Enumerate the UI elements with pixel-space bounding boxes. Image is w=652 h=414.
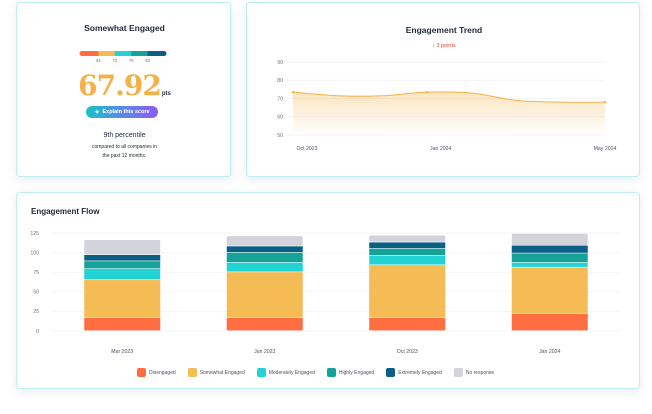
trend-y-tick: 80	[277, 78, 283, 84]
flow-y-tick: 75	[33, 270, 39, 276]
percentile-text: 9th percentile	[103, 132, 146, 139]
flow-bar-segment[interactable]	[226, 236, 303, 246]
flow-x-label: Jan 2024	[539, 349, 560, 355]
scale-cap	[79, 51, 85, 56]
compare-text-line2: the past 12 months.	[102, 153, 147, 159]
trend-change: ↓ 3 points	[247, 43, 641, 49]
flow-card: Engagement Flow 125 100 75 50 25 0 Mar 2023 Jun…	[16, 192, 640, 389]
trend-x-label: Jan 2024	[430, 146, 451, 152]
legend-item[interactable]: Extremely Engaged	[386, 368, 442, 377]
trend-area	[293, 91, 605, 135]
flow-bar-segment[interactable]	[226, 317, 303, 331]
arrow-down-icon: ↓	[432, 43, 435, 49]
trend-x-label: Oct 2023	[296, 146, 317, 152]
scale-segment	[98, 51, 116, 56]
trend-y-tick: 70	[277, 96, 283, 102]
trend-card-title: Engagement Trend	[405, 25, 483, 35]
flow-bar-segment[interactable]	[511, 267, 588, 314]
flow-bar-segment[interactable]	[369, 265, 446, 318]
legend-swatch	[187, 368, 197, 377]
trend-card: Engagement Trend ↓ 3 points 90 80 70 60 50 Oc…	[246, 2, 640, 177]
scale-tick-label: 83	[145, 58, 150, 63]
flow-bar-segment[interactable]	[369, 317, 446, 331]
trend-y-tick: 50	[277, 133, 283, 139]
flow-bar-segment[interactable]	[84, 280, 161, 318]
flow-chart: 125 100 75 50 25 0 Mar 2023 Jun 2023 Oct 2023 Jan…	[30, 231, 621, 355]
legend-item[interactable]: Moderately Engaged	[256, 368, 315, 377]
trend-point[interactable]	[603, 100, 607, 104]
trend-line	[292, 91, 606, 103]
flow-x-label: Jun 2023	[254, 349, 275, 355]
trend-x-label: May 2024	[594, 146, 617, 152]
legend-swatch	[137, 368, 146, 377]
legend-swatch	[326, 368, 336, 377]
legend-swatch	[256, 368, 266, 377]
legend-label: Highly Engaged	[338, 369, 375, 376]
flow-y-tick: 0	[36, 329, 39, 335]
legend-item[interactable]: Disengaged	[137, 368, 176, 377]
legend-swatch	[453, 368, 463, 377]
flow-card-title: Engagement Flow	[31, 207, 100, 216]
trend-change-text: 3 points	[436, 43, 456, 49]
flow-bar-segment[interactable]	[84, 269, 161, 280]
flow-bar-segment[interactable]	[226, 272, 303, 318]
flow-bar-segment[interactable]	[226, 262, 303, 272]
sparkle-icon: ✦	[94, 109, 100, 116]
legend-label: No response	[465, 369, 495, 376]
scale-tick-label: 78	[129, 58, 134, 63]
score-scale: 64 72 78 83	[79, 51, 167, 63]
scale-tick-label: 72	[112, 58, 117, 63]
explain-score-label: Explain this score	[102, 109, 150, 115]
flow-bar-segment[interactable]	[511, 233, 588, 245]
trend-y-tick: 60	[277, 115, 283, 121]
flow-x-label: Oct 2023	[397, 349, 418, 355]
flow-bar-segment[interactable]	[369, 255, 446, 265]
scale-segment	[131, 51, 148, 56]
flow-bar-segment[interactable]	[84, 240, 161, 255]
flow-bar-segment[interactable]	[226, 246, 303, 252]
trend-point[interactable]	[291, 90, 295, 94]
flow-y-tick: 25	[33, 309, 39, 315]
score-value-row: 67.92pts	[17, 69, 232, 102]
flow-bar-segment[interactable]	[511, 245, 588, 253]
flow-bar-segment[interactable]	[84, 254, 161, 261]
scale-tick-label: 64	[96, 58, 101, 63]
score-card: Somewhat Engaged 64 72 78 83 67.92pts ✦ Exp…	[16, 2, 231, 177]
score-unit: pts	[161, 91, 171, 97]
flow-bar-segment[interactable]	[511, 253, 588, 263]
flow-y-tick: 125	[30, 231, 39, 237]
flow-x-label: Mar 2023	[111, 349, 133, 355]
flow-y-tick: 50	[33, 290, 39, 296]
legend-item[interactable]: Somewhat Engaged	[187, 368, 245, 377]
flow-bar-segment[interactable]	[511, 313, 588, 331]
trend-point[interactable]	[425, 90, 428, 94]
score-value: 67.92	[78, 69, 162, 102]
flow-bar-segment[interactable]	[84, 261, 161, 269]
flow-bar-segment[interactable]	[369, 248, 446, 256]
flow-bar-segment[interactable]	[84, 317, 161, 331]
flow-bar-segment[interactable]	[226, 252, 303, 263]
compare-text-line1: compared to all companies in	[91, 144, 158, 150]
legend-item[interactable]: Highly Engaged	[326, 368, 375, 377]
flow-bar-segment[interactable]	[369, 235, 446, 242]
explain-score-button[interactable]: ✦ Explain this score	[86, 106, 158, 118]
legend-label: Extremely Engaged	[398, 369, 442, 376]
scale-segment	[114, 51, 132, 56]
legend-label: Moderately Engaged	[268, 369, 315, 376]
scale-cap	[161, 51, 167, 56]
legend-swatch	[386, 368, 396, 377]
legend-label: Disengaged	[149, 369, 176, 376]
scale-segment	[147, 51, 165, 56]
flow-bar-segment[interactable]	[369, 242, 446, 249]
trend-y-tick: 90	[277, 60, 283, 66]
score-card-title: Somewhat Engaged	[84, 23, 165, 33]
legend-label: Somewhat Engaged	[199, 369, 245, 376]
legend-item[interactable]: No response	[453, 368, 495, 377]
trend-chart: 90 80 70 60 50 Oct 2023 Jan 2024 May 2024	[277, 60, 617, 152]
scale-segment	[82, 51, 99, 56]
flow-legend: Disengaged Somewhat Engaged Moderately Eng…	[137, 368, 501, 377]
flow-bar-segment[interactable]	[511, 262, 588, 267]
flow-y-tick: 100	[30, 250, 39, 256]
